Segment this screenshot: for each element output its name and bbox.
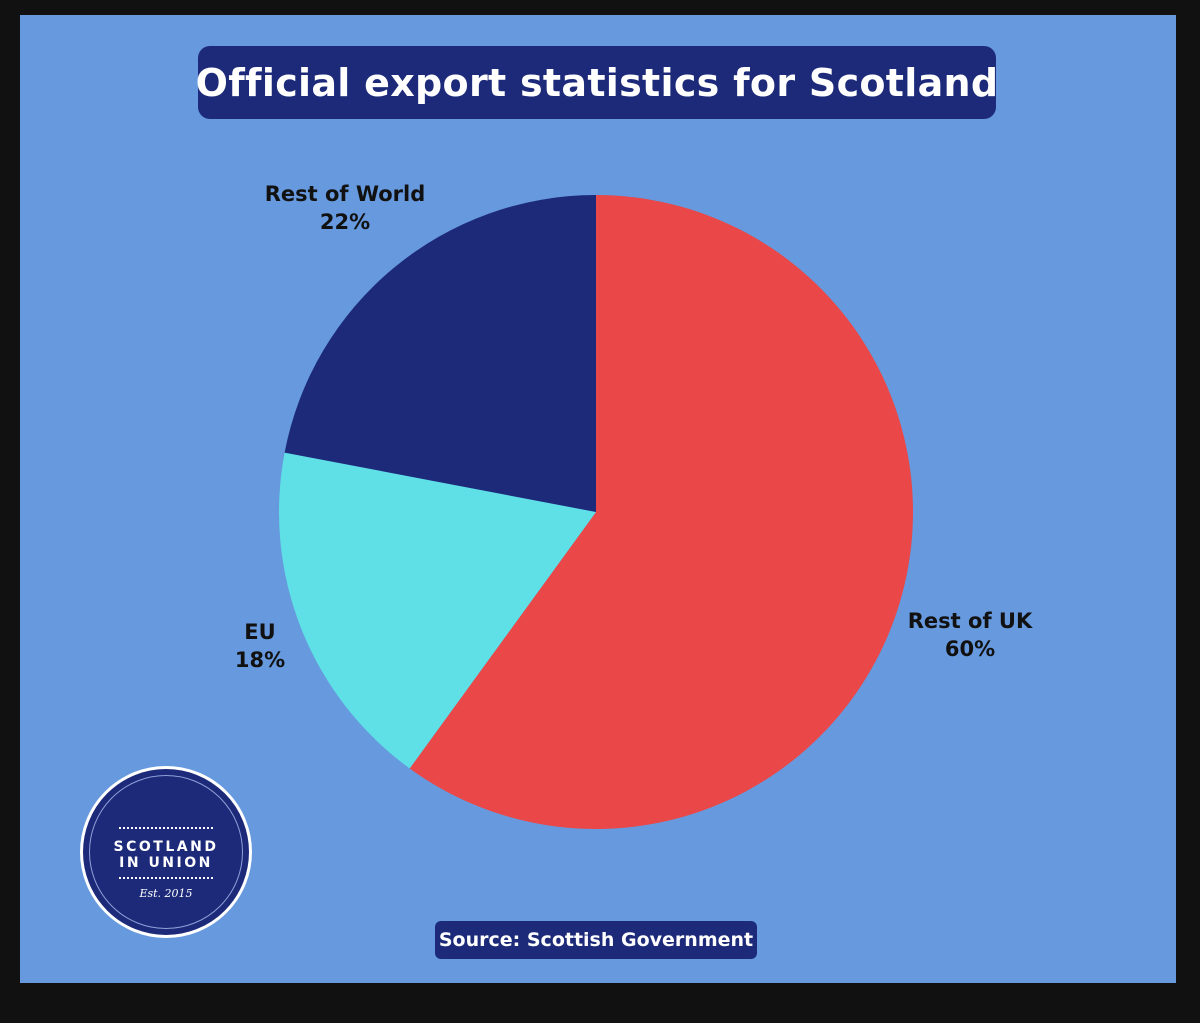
label-rest-of-uk: Rest of UK 60% (900, 607, 1040, 663)
label-rest-of-uk-value: 60% (944, 637, 996, 661)
pie-slice-rest-of-world (284, 195, 596, 512)
scotland-in-union-logo: SCOTLAND IN UNION Est. 2015 (80, 766, 252, 938)
logo-dotted-rule-top (119, 827, 213, 829)
logo-text-line1: SCOTLAND (113, 839, 219, 855)
label-rest-of-world-name: Rest of World (264, 182, 426, 206)
label-eu: EU 18% (215, 618, 305, 674)
label-rest-of-uk-name: Rest of UK (907, 609, 1033, 633)
label-rest-of-world-value: 22% (319, 210, 371, 234)
source-banner: Source: Scottish Government (435, 921, 757, 959)
label-eu-value: 18% (234, 648, 286, 672)
logo-dotted-rule-bottom (119, 877, 213, 879)
label-rest-of-world: Rest of World 22% (261, 180, 429, 236)
pie-slice-rest-of-uk (409, 195, 913, 830)
pie-chart (278, 195, 913, 830)
source-text: Source: Scottish Government (438, 929, 754, 951)
logo-ring (89, 775, 243, 929)
title-banner: Official export statistics for Scotland (195, 46, 999, 119)
logo-established: Est. 2015 (139, 887, 193, 900)
logo-text-line2: IN UNION (119, 855, 213, 871)
infographic-poster: Official export statistics for Scotland … (20, 15, 1176, 983)
chart-title: Official export statistics for Scotland (195, 60, 999, 105)
label-eu-name: EU (244, 620, 276, 644)
pie-slice-eu (278, 452, 596, 769)
